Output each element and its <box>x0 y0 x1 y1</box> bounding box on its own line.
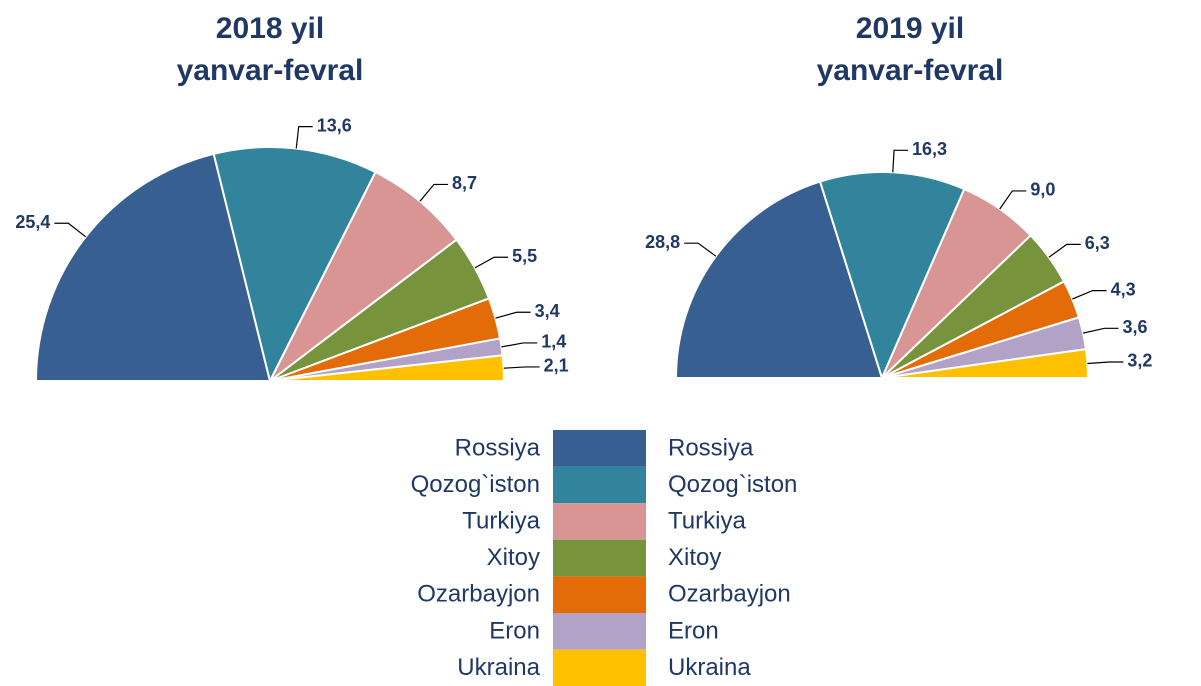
leader-line <box>295 126 313 149</box>
leader-line <box>1082 327 1119 334</box>
legend-swatch <box>553 539 646 577</box>
leader-line <box>892 149 909 173</box>
legend-swatch <box>553 576 646 613</box>
legend-label: Ozarbayjon <box>668 581 791 608</box>
chart-title: yanvar-fevral <box>177 54 364 87</box>
legend-label: Ozarbayjon <box>417 581 540 608</box>
pie-slice <box>269 170 458 382</box>
legend-label: Qozog`iston <box>668 471 797 498</box>
legend-label: Xitoy <box>668 544 721 571</box>
legend-swatch <box>553 466 646 504</box>
legend-label: Rossiya <box>668 434 754 461</box>
chart-title: 2018 yil <box>216 12 324 45</box>
chart-title: yanvar-fevral <box>817 54 1004 87</box>
leader-line <box>419 183 448 202</box>
leader-line <box>474 256 509 269</box>
legend-swatch <box>553 649 646 686</box>
pie-slice <box>34 152 272 382</box>
data-label: 3,6 <box>1123 317 1148 337</box>
pie-slice <box>674 180 884 379</box>
pie-slice <box>818 171 966 381</box>
leader-line <box>54 222 87 238</box>
legend-label: Eron <box>668 617 719 644</box>
legend-label: Eron <box>489 617 540 644</box>
data-label: 9,0 <box>1030 180 1055 200</box>
legend-label: Qozog`iston <box>411 471 540 498</box>
legend-label: Ukraina <box>668 654 751 681</box>
leader-line <box>999 190 1027 210</box>
data-label: 6,3 <box>1085 233 1110 253</box>
chart-title: 2019 yil <box>856 12 964 45</box>
legend-swatch <box>553 430 646 467</box>
legend-label: Xitoy <box>487 544 540 571</box>
legend-swatch <box>553 613 646 650</box>
leader-line <box>495 311 531 319</box>
data-label: 1,4 <box>541 332 566 352</box>
leader-line <box>1072 290 1107 300</box>
data-label: 3,2 <box>1127 351 1152 371</box>
data-label: 4,3 <box>1111 279 1136 299</box>
legend-label: Rossiya <box>455 434 541 461</box>
leader-line <box>684 242 717 257</box>
data-label: 2,1 <box>544 356 569 376</box>
data-label: 25,4 <box>15 212 50 232</box>
leader-line <box>501 342 538 348</box>
pie-slice <box>212 146 377 384</box>
legend-label: Ukraina <box>457 654 540 681</box>
leader-line <box>503 366 540 369</box>
data-label: 8,7 <box>452 173 477 193</box>
leader-line <box>1087 361 1124 365</box>
legend-swatch <box>553 503 646 540</box>
legend-label: Turkiya <box>462 508 540 535</box>
data-label: 13,6 <box>317 115 352 135</box>
data-label: 28,8 <box>645 232 680 252</box>
data-label: 3,4 <box>535 301 560 321</box>
legend-label: Turkiya <box>668 508 746 535</box>
leader-line <box>1048 243 1081 258</box>
data-label: 16,3 <box>912 139 947 159</box>
data-label: 5,5 <box>512 246 537 266</box>
